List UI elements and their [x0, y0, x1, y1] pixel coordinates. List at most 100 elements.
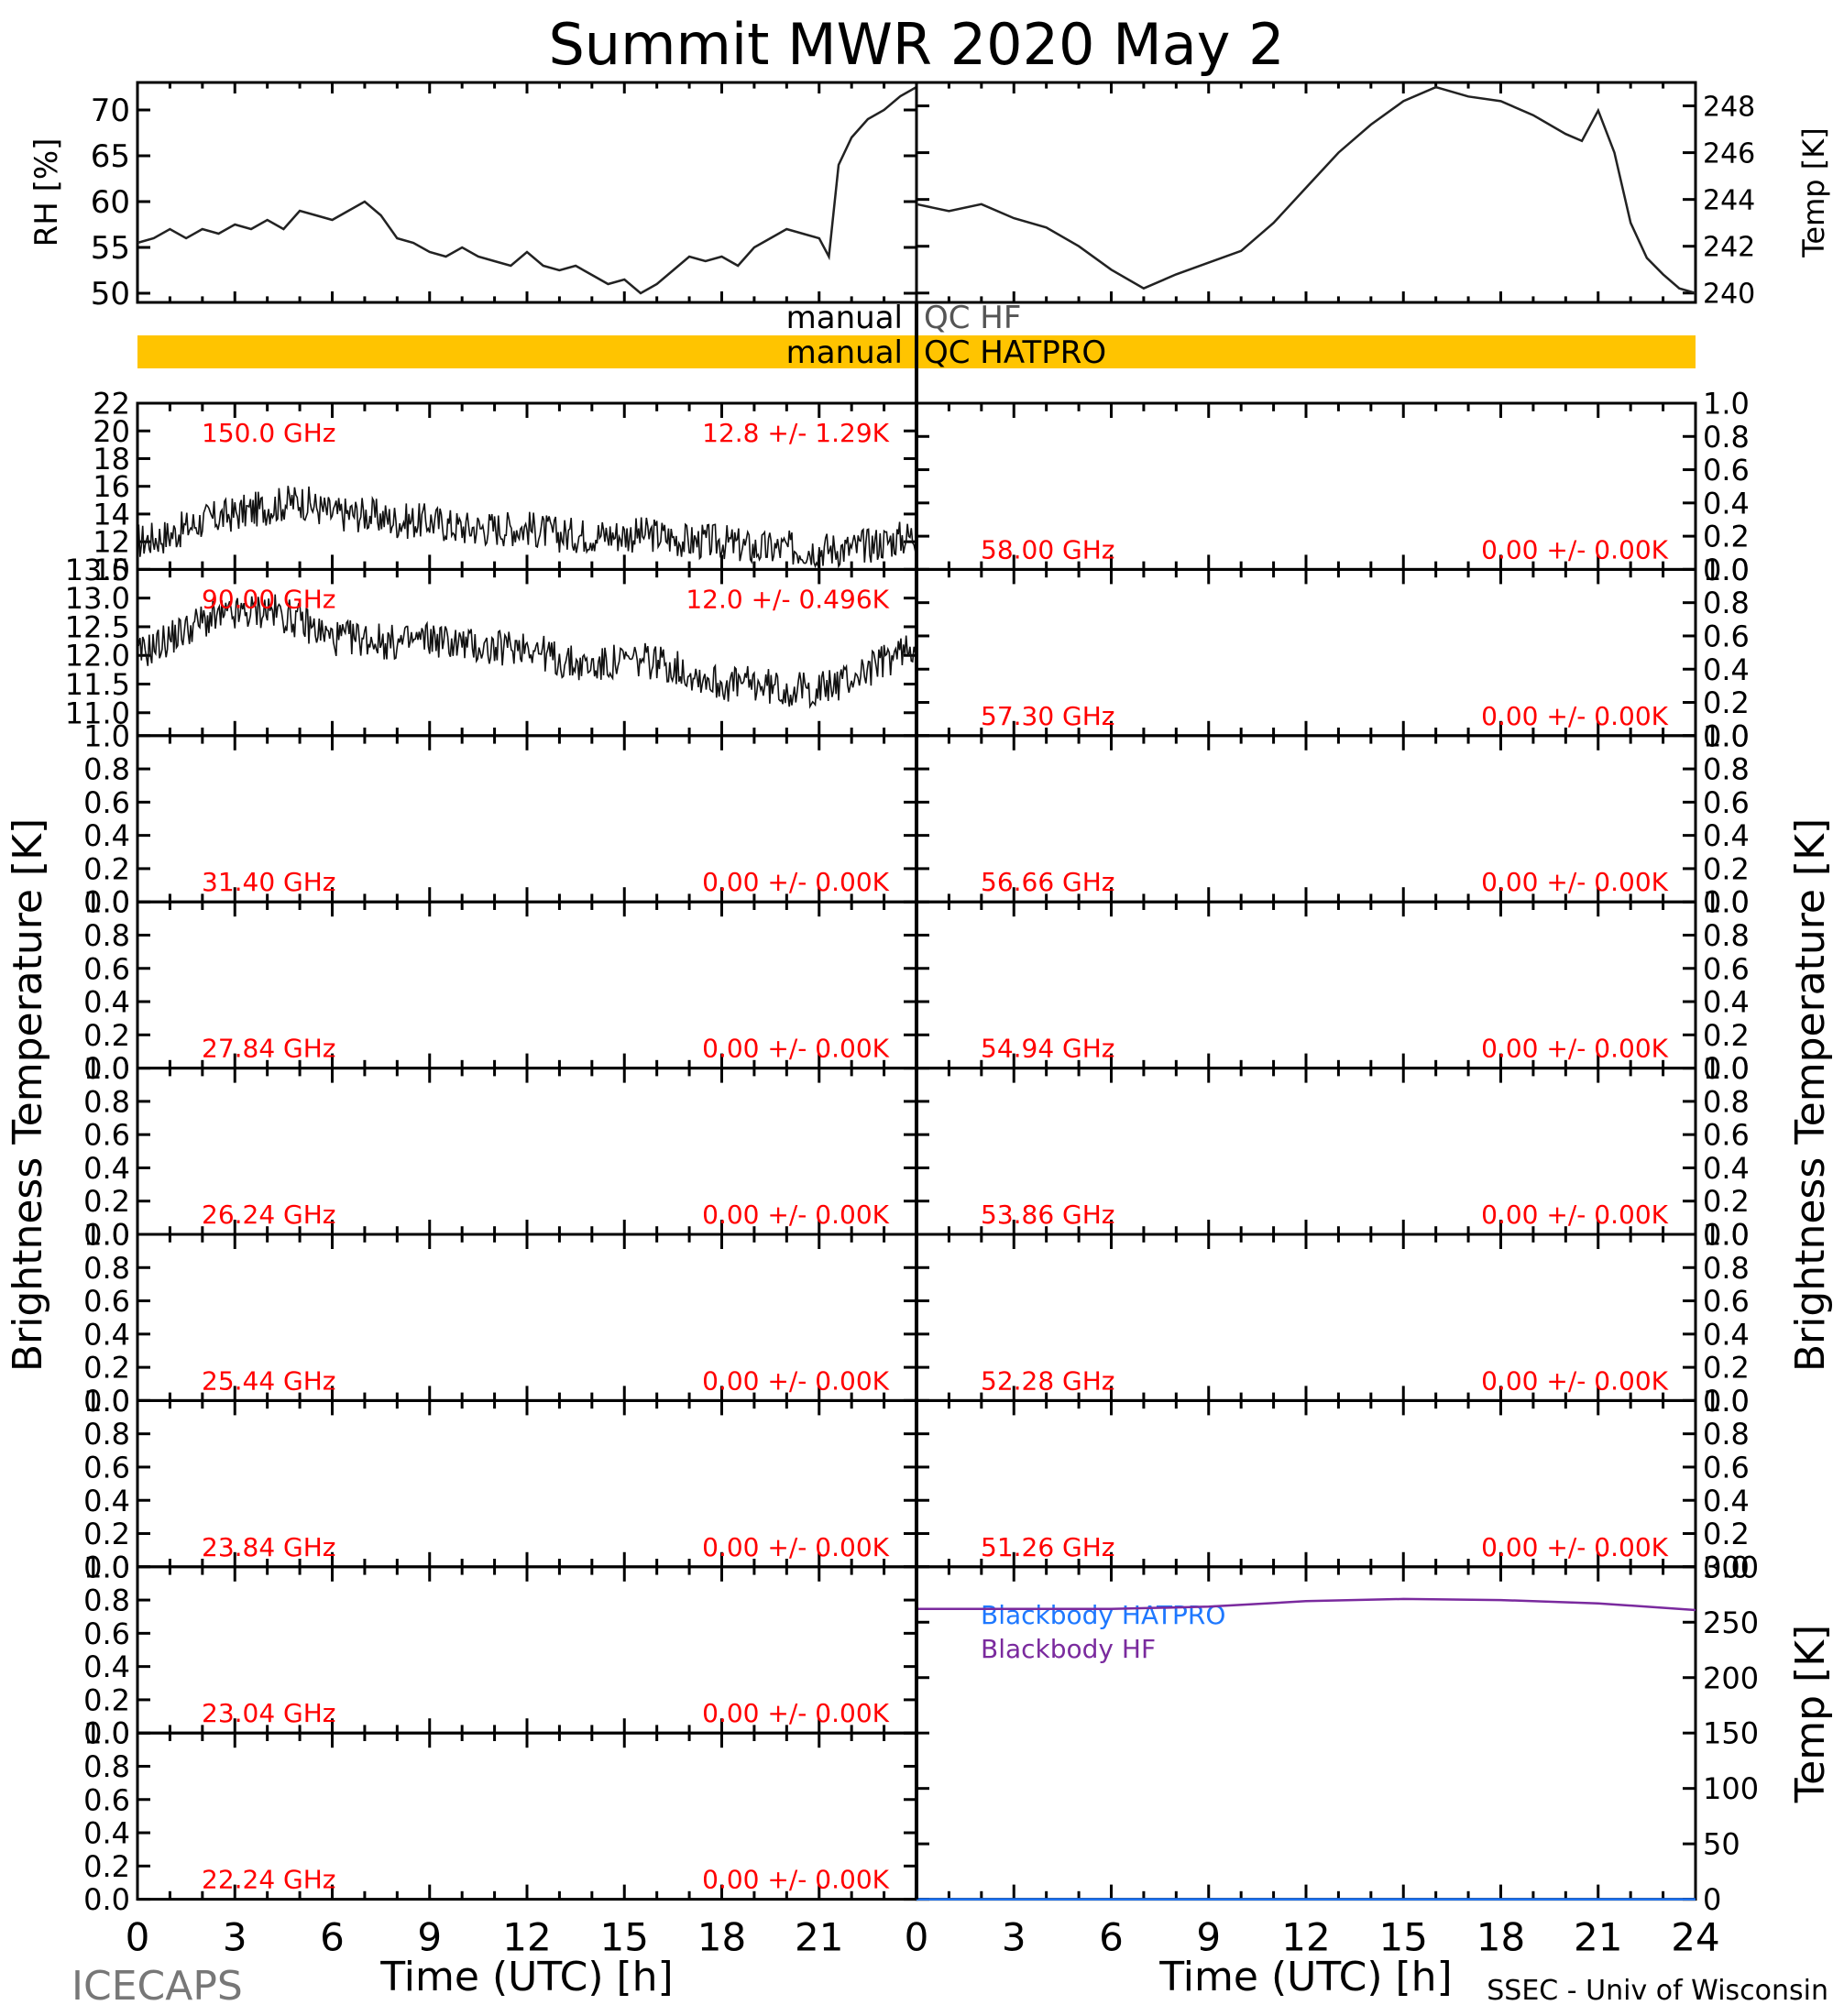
x-tick-label: 12 — [502, 1915, 551, 1960]
channel-stats-label: 0.00 +/- 0.00K — [1481, 1200, 1668, 1230]
y-tick-label: 50 — [1703, 1827, 1740, 1862]
y-tick-label: 244 — [1703, 184, 1755, 216]
y-tick-label: 65 — [91, 138, 130, 175]
channel-frequency-label: 22.24 GHz — [202, 1865, 336, 1895]
blackbody-legend-entry: Blackbody HF — [981, 1634, 1156, 1664]
y-tick-label: 0.6 — [83, 1284, 130, 1319]
channel-series-trace — [137, 594, 917, 709]
y-tick-label: 16 — [93, 469, 130, 504]
y-tick-label: 0.6 — [1703, 785, 1750, 820]
y-tick-label: 0.2 — [83, 1682, 130, 1717]
channel-stats-label: 0.00 +/- 0.00K — [1481, 1365, 1668, 1396]
y-tick-label: 0.0 — [1703, 1051, 1750, 1086]
y-tick-label: 0.6 — [1703, 453, 1750, 488]
channel-frequency-label: 53.86 GHz — [981, 1200, 1115, 1230]
qc-hf-label-left: manual — [786, 300, 903, 336]
y-tick-label: 1.0 — [1703, 387, 1750, 422]
y-tick-label: 0.8 — [83, 1417, 130, 1452]
y-tick-label: 0.2 — [1703, 1517, 1750, 1551]
x-tick-label: 3 — [223, 1915, 247, 1960]
channel-frequency-label: 25.44 GHz — [202, 1365, 336, 1396]
y-tick-label: 1.0 — [83, 1716, 130, 1751]
y-tick-label: 1.0 — [83, 1384, 130, 1419]
y-tick-label: 12.5 — [65, 609, 130, 644]
x-tick-label: 6 — [320, 1915, 345, 1960]
x-tick-label: 21 — [1574, 1915, 1622, 1960]
y-tick-label: 0.0 — [83, 1384, 130, 1419]
y-tick-label: 150 — [1703, 1716, 1759, 1751]
y-tick-label: 0.4 — [83, 985, 130, 1020]
y-tick-label: 0.4 — [1703, 486, 1750, 520]
y-tick-label: 0.4 — [1703, 985, 1750, 1020]
channel-frequency-label: 150.0 GHz — [202, 418, 336, 448]
y-tick-label: 300 — [1703, 1550, 1759, 1584]
y-tick-label: 0.8 — [1703, 1251, 1750, 1286]
y-tick-label: 0.8 — [1703, 752, 1750, 787]
x-tick-label: 15 — [1379, 1915, 1428, 1960]
y-tick-label: 0.2 — [83, 1018, 130, 1053]
y-tick-label: 0.8 — [83, 1583, 130, 1618]
channel-frequency-label: 23.04 GHz — [202, 1698, 336, 1728]
y-tick-label: 1.0 — [1703, 718, 1750, 753]
y-tick-label: 100 — [1703, 1771, 1759, 1806]
x-tick-label: 0 — [905, 1915, 929, 1960]
y-tick-label: 60 — [91, 184, 130, 221]
y-tick-label: 0.6 — [1703, 1450, 1750, 1485]
channel-stats-label: 0.00 +/- 0.00K — [1481, 701, 1668, 731]
y-tick-label: 0.4 — [1703, 652, 1750, 687]
y-tick-label: 248 — [1703, 91, 1755, 123]
qc-hatpro-label-left: manual — [786, 334, 903, 371]
channel-frequency-label: 52.28 GHz — [981, 1365, 1115, 1396]
y-tick-label: 0 — [1703, 1882, 1721, 1917]
y-tick-label: 0.6 — [83, 951, 130, 986]
channel-stats-label: 0.00 +/- 0.00K — [702, 867, 889, 897]
y-tick-label: 14 — [93, 497, 130, 531]
y-tick-label: 0.6 — [83, 785, 130, 820]
channel-frequency-label: 57.30 GHz — [981, 701, 1115, 731]
blackbody-series-line-1 — [916, 1597, 1696, 1612]
channel-stats-label: 0.00 +/- 0.00K — [702, 1365, 889, 1396]
x-tick-label: 6 — [1099, 1915, 1124, 1960]
y-tick-label: 0.8 — [83, 1084, 130, 1119]
y-tick-label: 1.0 — [1703, 1051, 1750, 1086]
y-tick-label: 1.0 — [83, 1218, 130, 1253]
x-tick-label: 21 — [795, 1915, 843, 1960]
channel-frequency-label: 54.94 GHz — [981, 1034, 1115, 1064]
y-tick-label: 250 — [1703, 1605, 1759, 1640]
channel-stats-label: 0.00 +/- 0.00K — [702, 1034, 889, 1064]
channel-stats-label: 0.00 +/- 0.00K — [702, 1865, 889, 1895]
y-tick-label: 0.2 — [1703, 685, 1750, 720]
channel-stats-label: 0.00 +/- 0.00K — [1481, 867, 1668, 897]
y-tick-label: 0.2 — [1703, 1184, 1750, 1219]
y-tick-label: 18 — [93, 442, 130, 477]
y-tick-label: 20 — [93, 414, 130, 449]
channel-frequency-label: 26.24 GHz — [202, 1200, 336, 1230]
channel-stats-label: 0.00 +/- 0.00K — [702, 1200, 889, 1230]
y-tick-label: 242 — [1703, 232, 1755, 264]
y-tick-label: 0.0 — [83, 1218, 130, 1253]
y-tick-label: 13.5 — [65, 553, 130, 587]
y-tick-label: 0.2 — [83, 851, 130, 886]
y-tick-label: 0.6 — [83, 1450, 130, 1485]
channel-series-trace — [137, 486, 916, 569]
channel-stats-label: 12.0 +/- 0.496K — [686, 584, 889, 614]
y-tick-label: 0.0 — [83, 885, 130, 920]
y-tick-label: 0.0 — [83, 1882, 130, 1917]
y-tick-label: 11.5 — [65, 667, 130, 702]
y-tick-label: 0.0 — [1703, 718, 1750, 753]
y-tick-label: 12 — [93, 525, 130, 560]
y-tick-label: 0.6 — [1703, 1284, 1750, 1319]
y-tick-label: 0.0 — [1703, 1550, 1750, 1584]
y-tick-label: 0.2 — [83, 1351, 130, 1386]
y-tick-label: 50 — [91, 276, 130, 312]
y-tick-label: 0.0 — [1703, 885, 1750, 920]
y-tick-label: 1.0 — [1703, 1218, 1750, 1253]
y-tick-label: 0.8 — [1703, 420, 1750, 455]
blackbody-temp-axis-label: Temp [K] — [1787, 1625, 1833, 1803]
y-tick-label: 0.4 — [1703, 1151, 1750, 1186]
channel-frequency-label: 56.66 GHz — [981, 867, 1115, 897]
x-tick-label: 9 — [417, 1915, 442, 1960]
y-tick-label: 0.4 — [83, 1816, 130, 1851]
